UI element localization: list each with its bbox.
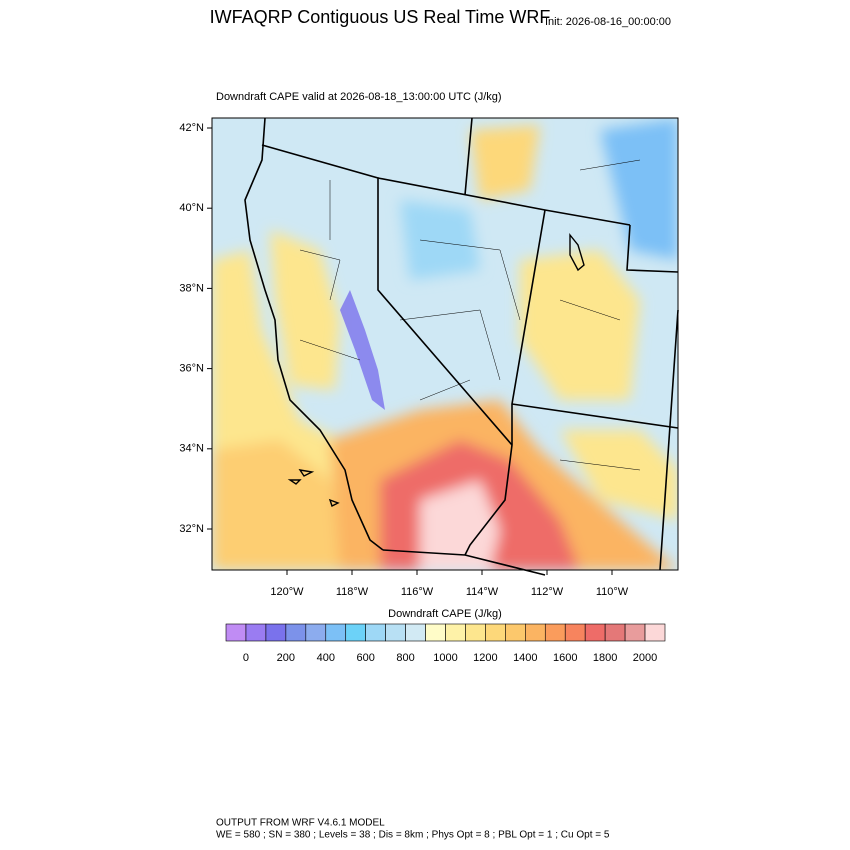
colorbar-label: 0 [243, 652, 249, 664]
colorbar-swatch [544, 623, 566, 642]
colorbar-swatch [265, 623, 287, 642]
colorbar-swatch [345, 623, 366, 642]
colorbar-swatch [525, 623, 546, 642]
colorbar-swatch [325, 623, 347, 642]
colorbar-swatch [604, 623, 626, 642]
footer-line: WE = 580 ; SN = 380 ; Levels = 38 ; Dis … [216, 830, 610, 841]
lon-label: 110°W [596, 586, 629, 598]
colorbar-label: 1000 [433, 652, 457, 664]
colorbar-swatch [405, 623, 426, 642]
colorbar-swatch [225, 623, 247, 642]
lon-labels: 120°W 118°W 116°W 114°W 112°W 110°W [270, 570, 629, 598]
colorbar-label: 800 [396, 652, 414, 664]
colorbar-swatch [425, 623, 446, 642]
colorbar-label: 1200 [473, 652, 497, 664]
colorbar: 0 200 400 600 800 1000 1200 1400 1600 1800 2000 [225, 623, 666, 664]
colorbar-label: 200 [277, 652, 295, 664]
colorbar-label: 2000 [633, 652, 657, 664]
subtitle: Downdraft CAPE valid at 2026-08-18_13:00… [216, 91, 502, 103]
map-field [212, 118, 678, 570]
colorbar-label: 1800 [593, 652, 617, 664]
colorbar-swatch [305, 623, 327, 642]
title: IWFAQRP Contiguous US Real Time WRF [210, 7, 551, 27]
colorbar-swatch [505, 623, 526, 642]
lat-label: 38°N [179, 282, 204, 294]
colorbar-swatch [485, 623, 506, 642]
lon-label: 116°W [401, 586, 434, 598]
lat-label: 36°N [179, 363, 204, 375]
footer-line: OUTPUT FROM WRF V4.6.1 MODEL [216, 818, 385, 829]
map-frame [211, 117, 679, 571]
colorbar-label: 1600 [553, 652, 577, 664]
lon-label: 118°W [336, 586, 369, 598]
colorbar-swatch [584, 623, 606, 642]
lat-label: 32°N [179, 523, 204, 535]
colorbar-swatch [285, 623, 307, 642]
lon-label: 114°W [466, 586, 499, 598]
colorbar-swatch [445, 623, 466, 642]
colorbar-swatch [644, 623, 666, 642]
lat-label: 42°N [179, 122, 204, 134]
lat-label: 34°N [179, 443, 204, 455]
colorbar-swatch [365, 623, 386, 642]
colorbar-swatch [624, 623, 646, 642]
lat-labels: 42°N 40°N 38°N 36°N 34°N 32°N [179, 122, 212, 535]
boundaries [244, 117, 679, 576]
colorbar-swatch [465, 623, 486, 642]
colorbar-swatch [385, 623, 406, 642]
colorbar-swatch [564, 623, 586, 642]
lat-label: 40°N [179, 202, 204, 214]
colorbar-label: 1400 [513, 652, 537, 664]
init-time: Init: 2026-08-16_00:00:00 [545, 16, 671, 28]
lon-label: 120°W [270, 586, 304, 598]
colorbar-swatch [245, 623, 267, 642]
colorbar-title: Downdraft CAPE (J/kg) [388, 608, 502, 620]
colorbar-label: 600 [357, 652, 375, 664]
colorbar-label: 400 [317, 652, 335, 664]
lon-label: 112°W [531, 586, 564, 598]
